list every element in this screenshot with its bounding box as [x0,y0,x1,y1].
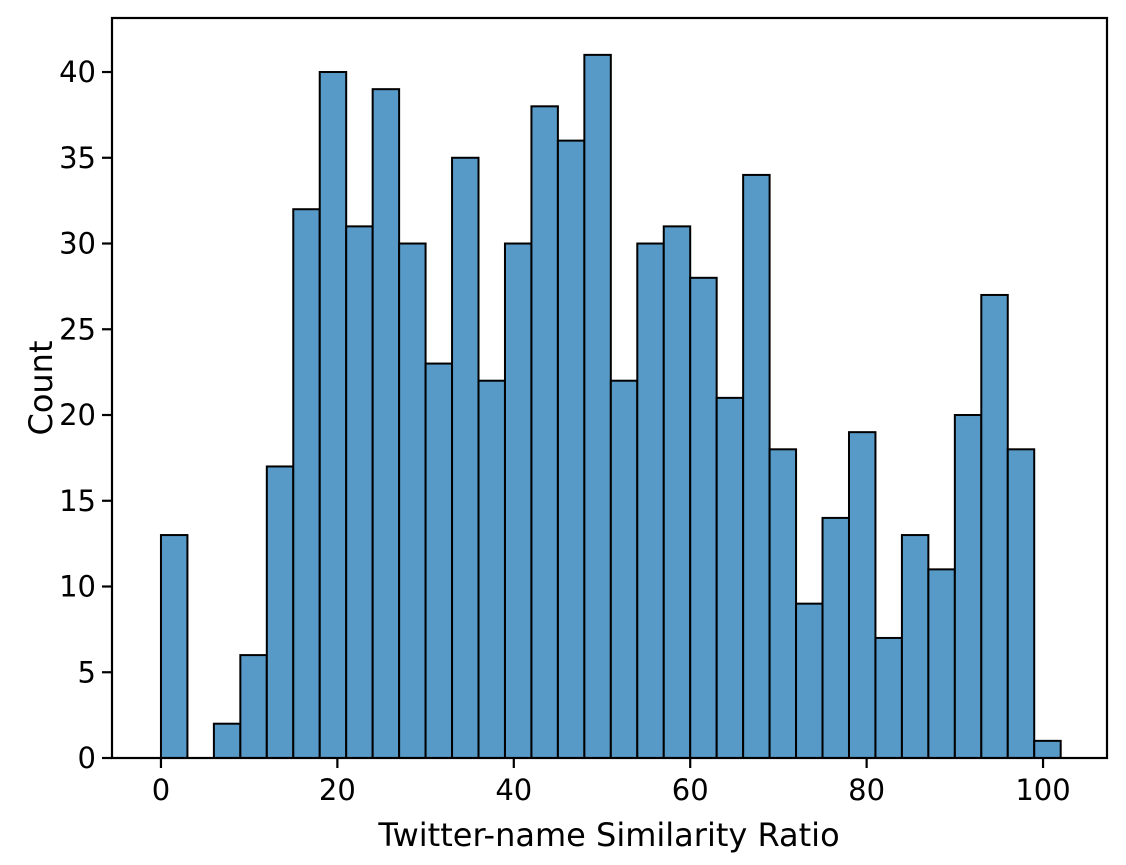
histogram-bar [398,242,427,759]
histogram-bar [424,362,454,759]
histogram-bar [1033,739,1062,759]
y-tick-label: 15 [59,484,96,518]
y-tick-label: 25 [59,312,96,346]
histogram-bar [980,293,1009,759]
y-tick-label: 35 [59,141,96,175]
x-tick-label: 20 [319,773,356,807]
histogram-bar [636,242,665,759]
histogram-bar [530,105,559,759]
y-tick-label: 40 [59,55,96,89]
histogram-bar [318,71,348,759]
x-tick-label: 100 [1015,773,1070,807]
x-tick-label: 60 [672,773,709,807]
y-tick-label: 30 [59,227,96,261]
histogram-bar [900,534,930,759]
histogram-bar [609,379,639,759]
histogram-bar [715,396,745,759]
histogram-bar [662,225,692,759]
y-tick-label: 20 [59,398,96,432]
axes-layer: 0 20 40 60 80 100 0 5 10 15 20 25 30 35 40 [59,16,1109,807]
histogram-bar [583,53,612,760]
histogram-bar [874,636,903,760]
histogram-bar [847,431,877,759]
histogram-bar [689,276,718,759]
histogram-bar [212,722,242,760]
histogram-bar [451,156,480,759]
histogram-bar [927,568,956,759]
plot-spines [110,16,1109,760]
histogram-bar [265,465,295,759]
histogram-bar [239,654,268,759]
histogram-bar [795,602,824,760]
histogram-bar [371,88,401,760]
histogram-bar [953,414,983,759]
histogram-bar [477,379,506,759]
histogram-bar [742,173,771,760]
x-tick-label: 80 [848,773,885,807]
histogram-bar [556,139,586,759]
histogram-bar [768,448,798,759]
y-axis-label: Count [22,340,60,435]
histogram-bar [345,225,374,759]
histogram-bar [503,242,533,759]
y-tick-label: 5 [78,655,96,689]
x-tick-label: 0 [152,773,170,807]
y-tick-label: 0 [78,741,96,775]
x-tick-label: 40 [495,773,532,807]
histogram-bar [292,208,321,760]
y-tick-label: 10 [59,570,96,604]
x-axis-label: Twitter-name Similarity Ratio [377,816,839,854]
histogram-bar [1006,448,1036,759]
histogram-bar [821,516,850,759]
histogram-bar [159,534,189,759]
bars-layer [159,53,1062,760]
